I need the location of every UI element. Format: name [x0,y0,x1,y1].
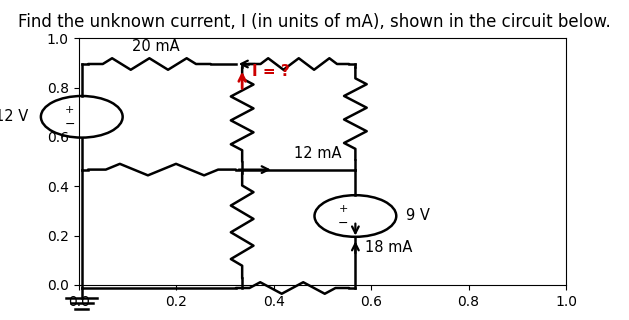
Text: Find the unknown current, I (in units of mA), shown in the circuit below.: Find the unknown current, I (in units of… [18,13,611,31]
Text: 12 mA: 12 mA [294,146,342,161]
Text: −: − [338,217,348,230]
Text: +: + [65,105,74,115]
Text: 18 mA: 18 mA [365,240,412,255]
Text: 9 V: 9 V [406,209,430,223]
Text: 12 V: 12 V [0,109,28,124]
Text: +: + [338,204,348,214]
Text: 20 mA: 20 mA [132,39,179,54]
Text: −: − [64,117,75,131]
Text: I = ?: I = ? [252,65,289,79]
